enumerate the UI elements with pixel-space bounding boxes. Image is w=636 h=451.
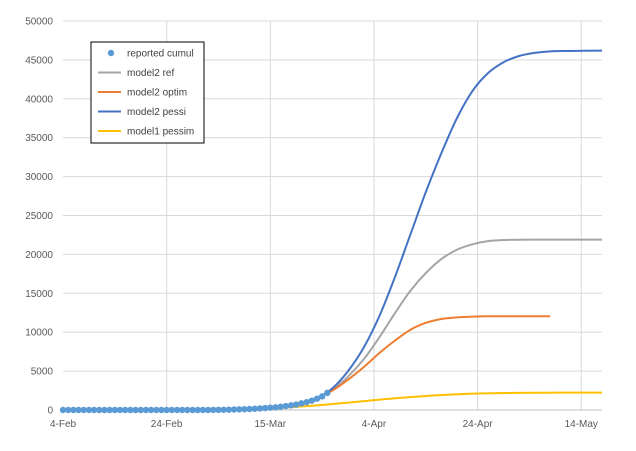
- data-point-reported-cumul: [303, 399, 310, 406]
- y-tick-label: 30000: [25, 172, 53, 183]
- data-point-reported-cumul: [215, 406, 222, 414]
- x-tick-label: 14-May: [565, 419, 598, 430]
- data-point-reported-cumul: [236, 406, 243, 413]
- data-point-reported-cumul: [194, 406, 201, 414]
- x-tick-label: 15-Mar: [254, 419, 286, 430]
- data-point-reported-cumul: [75, 406, 82, 414]
- series-markers: [59, 389, 331, 414]
- x-axis-tick-labels: 4-Feb 24-Feb 15-Mar 4-Apr 24-Apr 14-May: [50, 419, 598, 430]
- data-point-reported-cumul: [251, 405, 258, 412]
- data-point-reported-cumul: [142, 406, 150, 414]
- x-tick-label: 24-Apr: [463, 419, 494, 430]
- legend: reported cumul model2 ref model2 optim mode…: [90, 41, 205, 144]
- data-point-reported-cumul: [282, 402, 290, 410]
- data-point-reported-cumul: [80, 406, 87, 414]
- data-point-reported-cumul: [127, 406, 134, 414]
- y-tick-label: 10000: [25, 328, 53, 339]
- data-point-reported-cumul: [272, 404, 279, 411]
- data-point-reported-cumul: [324, 389, 331, 397]
- data-point-reported-cumul: [261, 404, 269, 412]
- data-point-reported-cumul: [225, 406, 233, 413]
- legend-marker: [107, 49, 115, 57]
- data-point-reported-cumul: [184, 406, 191, 414]
- data-point-reported-cumul: [298, 400, 305, 407]
- data-point-reported-cumul: [153, 406, 160, 414]
- data-point-reported-cumul: [64, 406, 72, 414]
- x-tick-label: 4-Apr: [362, 419, 387, 430]
- data-point-reported-cumul: [241, 406, 248, 413]
- data-point-reported-cumul: [277, 403, 284, 410]
- data-point-reported-cumul: [189, 406, 196, 414]
- data-point-reported-cumul: [158, 406, 165, 414]
- data-point-reported-cumul: [116, 406, 124, 414]
- data-point-reported-cumul: [313, 395, 321, 402]
- data-point-reported-cumul: [90, 406, 98, 414]
- data-point-reported-cumul: [173, 406, 181, 414]
- data-point-reported-cumul: [132, 406, 139, 414]
- data-point-reported-cumul: [199, 406, 207, 414]
- data-point-reported-cumul: [106, 406, 113, 414]
- data-point-reported-cumul: [111, 406, 119, 414]
- legend-label: model1 pessim: [127, 127, 194, 138]
- data-point-reported-cumul: [70, 406, 77, 414]
- data-point-reported-cumul: [101, 406, 108, 414]
- data-point-reported-cumul: [246, 405, 253, 413]
- legend-label: reported cumul: [127, 49, 194, 60]
- data-point-reported-cumul: [137, 406, 144, 414]
- y-tick-label: 25000: [25, 211, 53, 222]
- x-tick-label: 24-Feb: [151, 419, 183, 430]
- data-point-reported-cumul: [293, 401, 300, 408]
- y-tick-label: 50000: [25, 17, 53, 28]
- legend-label: model2 pessi: [127, 107, 186, 118]
- data-point-reported-cumul: [121, 406, 129, 414]
- data-point-reported-cumul: [163, 406, 170, 414]
- data-point-reported-cumul: [267, 404, 274, 411]
- data-point-reported-cumul: [179, 406, 186, 414]
- y-tick-label: 0: [47, 406, 53, 417]
- y-tick-label: 35000: [25, 133, 53, 144]
- y-tick-label: 15000: [25, 289, 53, 300]
- data-point-reported-cumul: [287, 402, 295, 409]
- data-point-reported-cumul: [318, 393, 326, 400]
- data-point-reported-cumul: [256, 405, 264, 412]
- legend-label: model2 optim: [127, 88, 187, 99]
- data-point-reported-cumul: [96, 406, 103, 414]
- data-point-reported-cumul: [147, 406, 155, 414]
- data-point-reported-cumul: [85, 406, 93, 414]
- x-tick-label: 4-Feb: [50, 419, 77, 430]
- y-tick-label: 20000: [25, 250, 53, 261]
- series-line-model1-pessim: [234, 391, 603, 411]
- y-tick-label: 40000: [25, 94, 53, 105]
- data-point-reported-cumul: [210, 406, 217, 414]
- data-point-reported-cumul: [204, 406, 212, 414]
- data-point-reported-cumul: [308, 397, 315, 404]
- y-axis-tick-labels: 0 5000 10000 15000 20000 25000 30000 35000 40000…: [25, 17, 53, 417]
- data-point-reported-cumul: [59, 406, 67, 414]
- y-tick-label: 5000: [31, 367, 54, 378]
- y-tick-label: 45000: [25, 55, 53, 66]
- data-point-reported-cumul: [230, 406, 238, 413]
- data-point-reported-cumul: [168, 406, 176, 414]
- data-point-reported-cumul: [220, 406, 227, 413]
- legend-label: model2 ref: [127, 68, 174, 79]
